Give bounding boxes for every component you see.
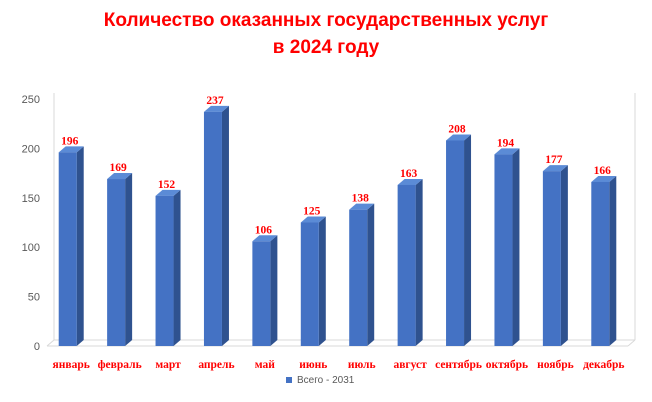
- bar-top: [300, 216, 326, 223]
- bar-side: [173, 189, 181, 346]
- data-label: 166: [594, 165, 612, 177]
- x-tick-label: июль: [348, 359, 376, 371]
- bar: [252, 241, 271, 346]
- data-label: 208: [448, 123, 466, 135]
- bar-top: [397, 178, 423, 185]
- legend-label: Всего - 2031: [297, 375, 355, 386]
- axis-wall-left: [46, 93, 55, 347]
- bar: [397, 184, 416, 346]
- data-label: 169: [110, 162, 128, 174]
- data-label: 194: [497, 137, 515, 149]
- bar: [349, 209, 368, 346]
- chart-title-line-2: в 2024 году: [272, 37, 380, 58]
- bar-top: [203, 105, 229, 112]
- axis-floor-right: [627, 339, 636, 347]
- x-tick-label: апрель: [198, 359, 234, 371]
- bar-top: [252, 235, 278, 242]
- bar-side: [609, 175, 617, 346]
- bar: [300, 222, 319, 346]
- legend-swatch: [286, 377, 292, 383]
- x-tick-label: май: [255, 359, 276, 371]
- bar-side: [415, 178, 423, 346]
- bar-side: [270, 235, 278, 346]
- bar: [446, 140, 465, 346]
- data-label: 138: [352, 193, 370, 205]
- x-tick-label: август: [393, 359, 427, 371]
- bar-top: [107, 173, 133, 180]
- bar-top: [494, 148, 520, 155]
- bar-side: [125, 173, 133, 346]
- bar: [203, 111, 222, 347]
- bar-side: [464, 134, 472, 346]
- data-label: 106: [255, 224, 273, 236]
- chart-title-line-1: Количество оказанных государственных усл…: [103, 10, 549, 31]
- x-tick-label: ноябрь: [537, 359, 574, 371]
- x-tick-label: сентябрь: [435, 359, 482, 371]
- bar-side: [512, 148, 520, 346]
- bar: [591, 181, 610, 346]
- x-tick-label: октябрь: [486, 359, 528, 371]
- x-tick-label: декабрь: [583, 359, 624, 371]
- data-label: 237: [206, 95, 224, 107]
- bar-side: [367, 203, 375, 346]
- bar-side: [221, 105, 229, 347]
- data-label: 163: [400, 168, 418, 180]
- data-label: 125: [303, 206, 321, 218]
- bar: [155, 195, 174, 346]
- bar-side: [560, 165, 568, 346]
- data-label: 152: [158, 179, 176, 191]
- bar-top: [446, 134, 472, 141]
- bar: [494, 154, 513, 346]
- bar-top: [349, 203, 375, 210]
- x-tick-label: июнь: [299, 359, 327, 371]
- data-label: 177: [545, 154, 563, 166]
- y-tick-label: 0: [34, 341, 40, 353]
- bar-side: [318, 216, 326, 346]
- x-tick-label: февраль: [98, 359, 142, 371]
- y-tick-label: 50: [28, 292, 40, 304]
- bar: [58, 152, 77, 346]
- x-tick-label: январь: [53, 359, 90, 371]
- bar-top: [155, 189, 181, 196]
- bar-top: [58, 146, 84, 153]
- bar: [542, 171, 561, 346]
- bar-top: [542, 165, 568, 172]
- x-tick-label: март: [155, 359, 181, 371]
- bar: [107, 179, 126, 346]
- bar-top: [591, 175, 617, 182]
- bar-side: [76, 146, 84, 346]
- y-tick-label: 250: [22, 94, 40, 106]
- data-label: 196: [61, 135, 79, 147]
- y-tick-label: 100: [22, 242, 40, 254]
- y-tick-label: 200: [22, 143, 40, 155]
- y-tick-label: 150: [22, 193, 40, 205]
